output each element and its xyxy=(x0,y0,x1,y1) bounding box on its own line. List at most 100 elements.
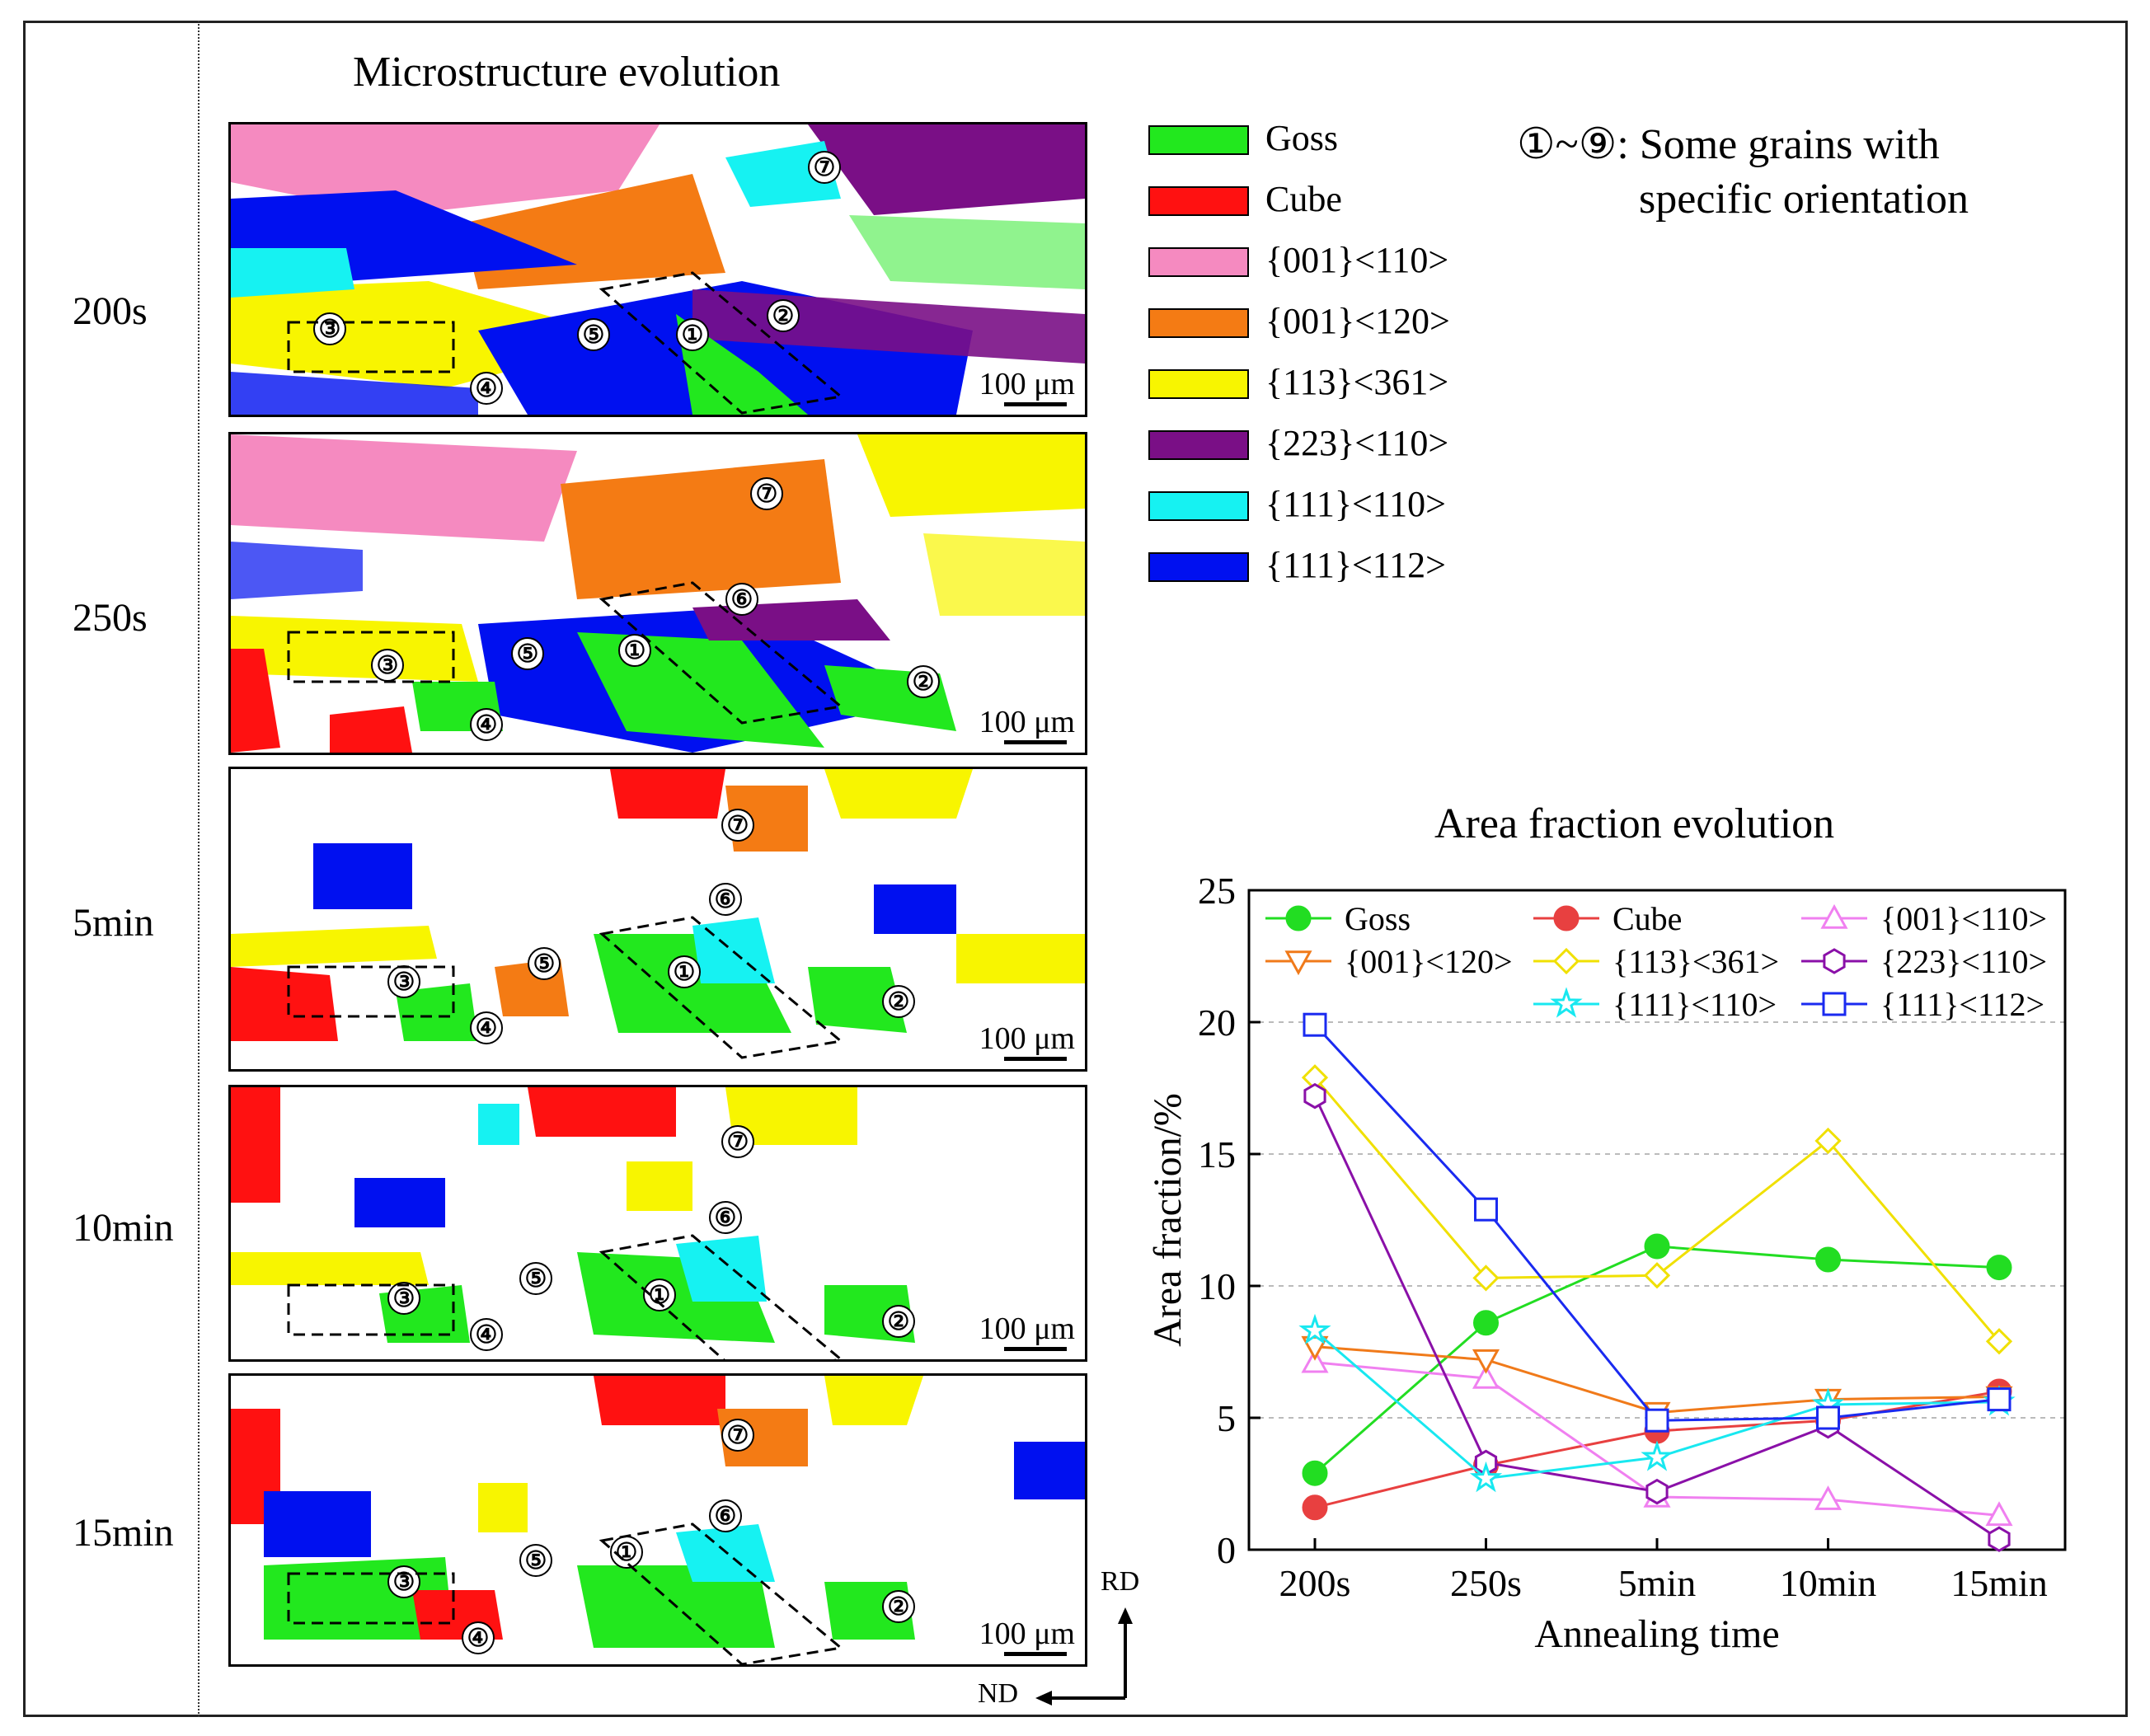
data-point xyxy=(1985,1501,2013,1527)
grain-marker: ① xyxy=(674,959,696,986)
grain-marker-circle xyxy=(750,477,783,510)
grain-marker-circle xyxy=(882,1305,915,1338)
grain-marker-circle xyxy=(470,372,503,405)
chart-legend-item: Goss xyxy=(1265,900,1411,937)
dashed-region-band xyxy=(599,1234,843,1359)
grain-marker-circle xyxy=(721,809,754,842)
y-tick-label: 15 xyxy=(1198,1133,1236,1175)
grain-marker-circle xyxy=(511,637,544,670)
grain-marker-circle xyxy=(470,1318,503,1351)
grain-marker-circle xyxy=(767,299,800,332)
scale-label-5min: 100 μm xyxy=(979,1021,1075,1056)
legend-label-cube: Cube xyxy=(1265,179,1342,219)
grain-marker: ⑤ xyxy=(583,321,605,349)
grain-marker: ⑥ xyxy=(715,1204,737,1232)
grain-marker: ② xyxy=(772,303,795,330)
legend-swatch-cube xyxy=(1148,186,1249,216)
scale-line-250s xyxy=(1003,740,1067,744)
legend-label: {111}<110> xyxy=(1612,986,1777,1023)
legend-swatch-001-120 xyxy=(1148,308,1249,338)
grain-marker: ⑦ xyxy=(814,154,836,181)
grain-markers-2: ⑦ ⑥ ⑤ ③ ① ② ④ xyxy=(387,809,915,1044)
grain-marker-circle xyxy=(709,1499,742,1532)
legend-label: Goss xyxy=(1345,900,1411,937)
grain-marker: ⑦ xyxy=(727,812,749,839)
grain-marker-circle xyxy=(387,1282,420,1315)
time-label-10min: 10min xyxy=(73,1206,174,1250)
data-point xyxy=(1814,1485,1843,1510)
chart-legend-item: Cube xyxy=(1533,900,1682,937)
grain-marker: ① xyxy=(649,1282,671,1309)
grain-marker: ⑦ xyxy=(756,481,778,508)
ebsd-map-5min: ⑦ ⑥ ⑤ ③ ① ② ④ 100 μm xyxy=(228,767,1087,1072)
legend-marker xyxy=(1284,950,1312,976)
grain-marker: ③ xyxy=(393,1285,415,1312)
data-point xyxy=(1815,1246,1841,1273)
grain-marker: ④ xyxy=(476,1321,498,1349)
scale-bar-250s: 100 μm xyxy=(974,706,1080,746)
column-divider xyxy=(198,21,200,1717)
data-point xyxy=(1472,1264,1500,1292)
y-axis-label: Area fraction/% xyxy=(1146,1093,1190,1347)
data-point xyxy=(1469,1461,1503,1493)
data-point xyxy=(1987,1387,2012,1412)
scale-label-15min: 100 μm xyxy=(979,1616,1075,1651)
grain-marker-circle xyxy=(519,1544,552,1577)
data-point xyxy=(1814,1127,1842,1155)
series-4 xyxy=(1301,1064,2013,1355)
y-tick-label: 20 xyxy=(1198,1002,1236,1044)
grain-marker-circle xyxy=(882,1590,915,1623)
legend-label-223-110: {223}<110> xyxy=(1265,423,1449,463)
legend-marker xyxy=(1822,992,1847,1016)
grain-marker: ② xyxy=(888,988,910,1016)
grain-marker: ④ xyxy=(476,1015,498,1042)
legend-swatch-111-112 xyxy=(1148,552,1249,582)
ebsd-map-200s-image: ⑦ ③ ⑤ ① ② ④ xyxy=(231,124,1085,415)
grain-marker: ① xyxy=(624,637,646,664)
grain-marker: ① xyxy=(616,1539,638,1566)
dashed-region-box xyxy=(287,965,455,1018)
grain-marker: ⑥ xyxy=(715,886,737,913)
grain-marker-circle xyxy=(462,1621,495,1654)
rd-axis-label: RD xyxy=(1101,1566,1140,1597)
y-tick-label: 5 xyxy=(1217,1397,1236,1439)
grain-marker-circle xyxy=(907,665,940,698)
grain-marker-circle xyxy=(721,1419,754,1452)
data-point xyxy=(1473,1310,1499,1336)
grain-marker-circle xyxy=(725,583,758,616)
legend-label: {001}<120> xyxy=(1345,943,1513,980)
grain-markers-3: ⑦ ⑥ ⑤ ③ ① ② ④ xyxy=(387,1125,915,1351)
legend-swatch-001-110 xyxy=(1148,247,1249,277)
grain-marker: ③ xyxy=(377,652,399,679)
legend-label-001-120: {001}<120> xyxy=(1265,301,1450,341)
data-point xyxy=(1472,1349,1500,1374)
grain-marker: ④ xyxy=(476,375,498,402)
grain-markers-0: ⑦ ③ ⑤ ① ② ④ xyxy=(313,151,841,405)
grain-marker-circle xyxy=(470,1011,503,1044)
figure-frame xyxy=(23,21,2128,1717)
ebsd-map-10min-image: ⑦ ⑥ ⑤ ③ ① ② ④ xyxy=(231,1087,1085,1359)
time-label-5min: 5min xyxy=(73,901,154,945)
grain-marker: ⑦ xyxy=(727,1422,749,1449)
x-tick-label: 250s xyxy=(1450,1562,1522,1604)
scale-line-15min xyxy=(1003,1652,1067,1656)
grain-marker-circle xyxy=(313,312,346,345)
grain-markers-1: ⑦ ⑥ ① ⑤ ③ ② ④ xyxy=(371,477,940,741)
time-label-15min: 15min xyxy=(73,1511,174,1555)
scale-label-200s: 100 μm xyxy=(979,367,1075,401)
data-point xyxy=(1303,1082,1326,1110)
legend-label: {223}<110> xyxy=(1880,943,2047,980)
legend-marker xyxy=(1550,987,1583,1018)
legend-label-001-110: {001}<110> xyxy=(1265,240,1449,280)
data-point xyxy=(1643,1262,1671,1289)
ebsd-map-5min-image: ⑦ ⑥ ⑤ ③ ① ② ④ xyxy=(231,769,1085,1069)
rd-nd-arrows xyxy=(1035,1607,1133,1706)
legend-label: {111}<112> xyxy=(1880,986,2044,1023)
grain-marker: ⑥ xyxy=(731,586,753,613)
ebsd-map-250s: ⑦ ⑥ ① ⑤ ③ ② ④ 100 μm xyxy=(228,432,1087,755)
legend-marker xyxy=(1823,948,1846,974)
nd-axis-label: ND xyxy=(978,1678,1019,1709)
grain-marker-circle xyxy=(528,947,561,980)
grain-marker: ⑤ xyxy=(525,1547,547,1574)
